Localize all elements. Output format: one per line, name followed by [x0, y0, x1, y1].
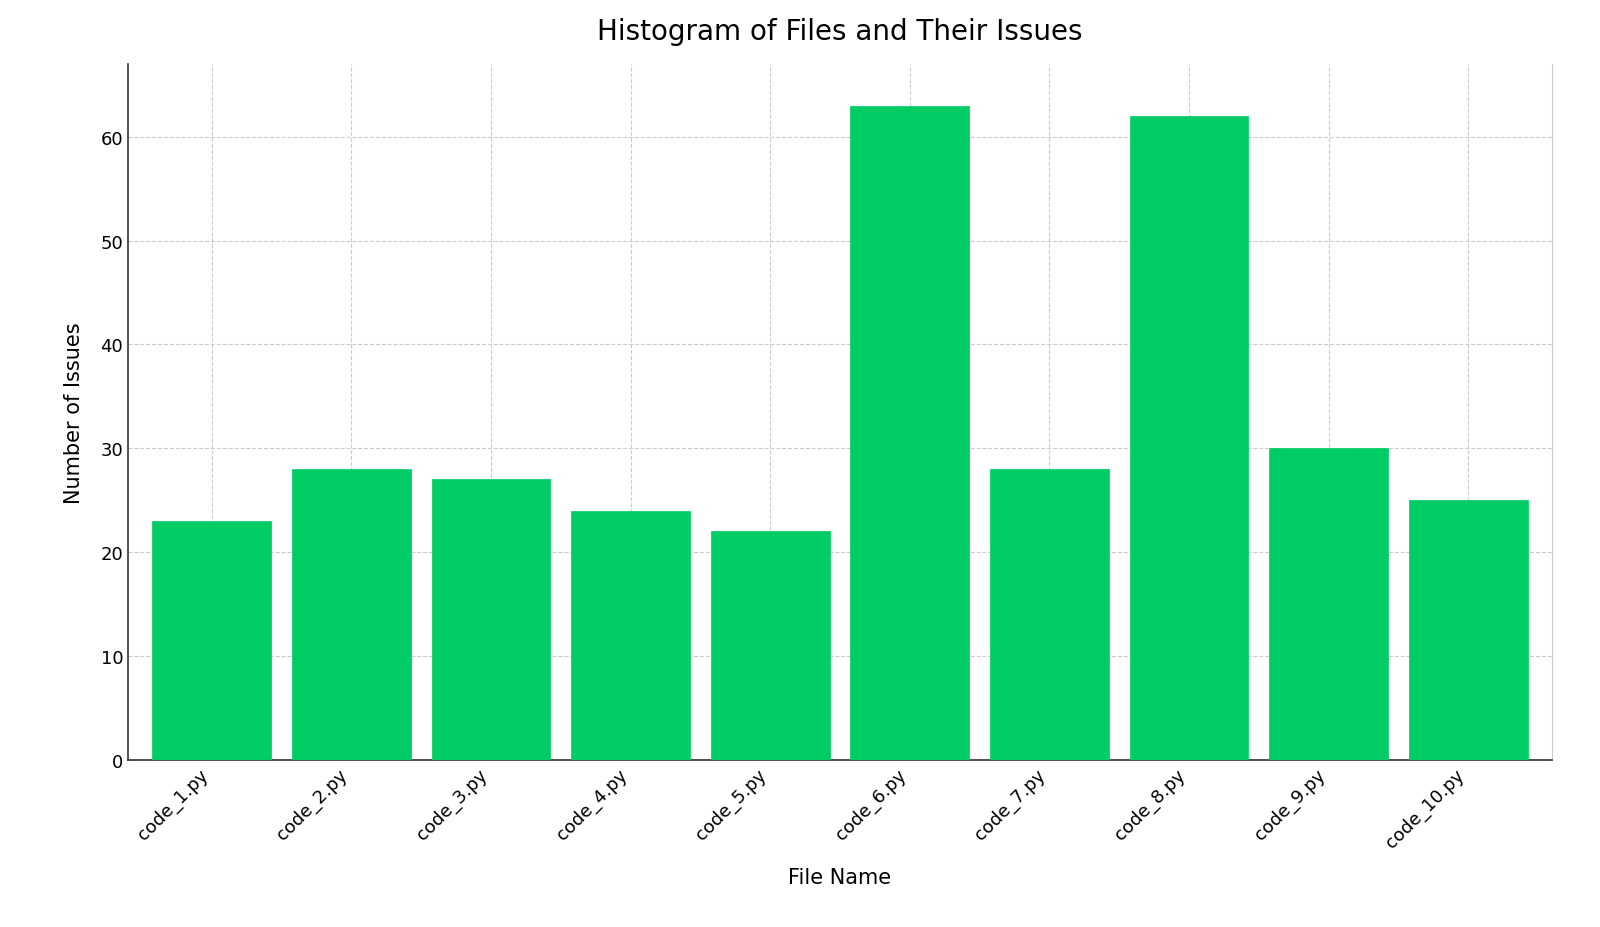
Bar	[710, 532, 829, 760]
Bar	[1410, 501, 1528, 760]
X-axis label: File Name: File Name	[789, 868, 891, 887]
Y-axis label: Number of Issues: Number of Issues	[64, 322, 83, 503]
Bar	[152, 522, 270, 760]
Bar	[851, 107, 970, 760]
Title: Histogram of Files and Their Issues: Histogram of Files and Their Issues	[597, 18, 1083, 46]
Bar	[1130, 117, 1248, 760]
Bar	[432, 480, 550, 760]
Bar	[293, 470, 411, 760]
Bar	[1269, 449, 1387, 760]
Bar	[990, 470, 1109, 760]
Bar	[571, 511, 690, 760]
